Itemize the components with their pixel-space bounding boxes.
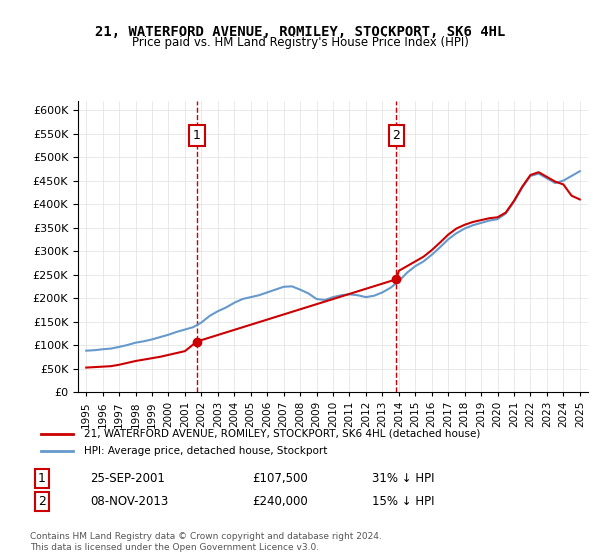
Text: 2: 2	[392, 129, 400, 142]
Text: 21, WATERFORD AVENUE, ROMILEY, STOCKPORT, SK6 4HL (detached house): 21, WATERFORD AVENUE, ROMILEY, STOCKPORT…	[84, 429, 481, 439]
Text: 25-SEP-2001: 25-SEP-2001	[90, 472, 165, 486]
Text: 1: 1	[38, 472, 46, 486]
Text: 2: 2	[38, 494, 46, 508]
Text: 21, WATERFORD AVENUE, ROMILEY, STOCKPORT, SK6 4HL: 21, WATERFORD AVENUE, ROMILEY, STOCKPORT…	[95, 25, 505, 39]
Text: 08-NOV-2013: 08-NOV-2013	[90, 494, 168, 508]
Text: 15% ↓ HPI: 15% ↓ HPI	[372, 494, 434, 508]
Text: 1: 1	[193, 129, 201, 142]
Text: HPI: Average price, detached house, Stockport: HPI: Average price, detached house, Stoc…	[84, 446, 328, 456]
Text: 31% ↓ HPI: 31% ↓ HPI	[372, 472, 434, 486]
Text: £107,500: £107,500	[252, 472, 308, 486]
Text: £240,000: £240,000	[252, 494, 308, 508]
Text: Contains HM Land Registry data © Crown copyright and database right 2024.
This d: Contains HM Land Registry data © Crown c…	[30, 532, 382, 552]
Text: Price paid vs. HM Land Registry's House Price Index (HPI): Price paid vs. HM Land Registry's House …	[131, 36, 469, 49]
